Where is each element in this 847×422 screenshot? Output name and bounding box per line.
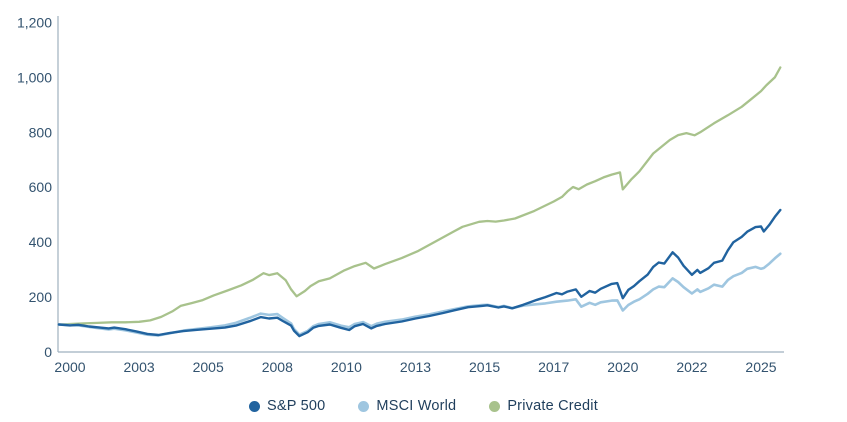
legend-label-s-p-500: S&P 500 [267, 398, 326, 414]
y-axis-tick-label: 200 [29, 289, 53, 305]
series-line-s-p-500 [57, 208, 782, 338]
x-axis-tick-label: 2022 [676, 359, 707, 375]
series-line-private-credit [57, 66, 782, 326]
y-axis-tick-label: 800 [29, 124, 53, 140]
x-axis-tick-label: 2008 [262, 359, 293, 375]
y-axis-tick-label: 400 [29, 234, 53, 250]
legend-item-private-credit: Private Credit [489, 398, 598, 414]
chart-legend: S&P 500 MSCI World Private Credit [0, 394, 847, 418]
y-axis-tick-label: 0 [44, 344, 52, 360]
legend-dot-private-credit [489, 400, 501, 412]
x-axis-tick-label: 2013 [400, 359, 431, 375]
legend-item-msci-world: MSCI World [358, 398, 456, 414]
y-axis-tick-label: 1,000 [17, 69, 52, 85]
x-axis-tick-label: 2015 [469, 359, 500, 375]
legend-label-msci-world: MSCI World [376, 398, 457, 414]
series-line-msci-world [57, 252, 782, 337]
x-axis-tick-label: 2025 [745, 359, 776, 375]
x-axis-tick-label: 2010 [331, 359, 362, 375]
legend-dot-s-p-500 [249, 400, 261, 412]
legend-label-private-credit: Private Credit [507, 398, 598, 414]
legend-item-s-p-500: S&P 500 [249, 398, 325, 414]
x-axis-tick-label: 2000 [54, 359, 85, 375]
x-axis-tick-label: 2005 [193, 359, 224, 375]
x-axis-tick-label: 2017 [538, 359, 569, 375]
y-axis-tick-label: 600 [29, 179, 53, 195]
y-axis-tick-label: 1,200 [17, 14, 52, 30]
x-axis-tick-label: 2003 [124, 359, 155, 375]
legend-dot-msci-world [358, 400, 370, 412]
x-axis-tick-label: 2020 [607, 359, 638, 375]
